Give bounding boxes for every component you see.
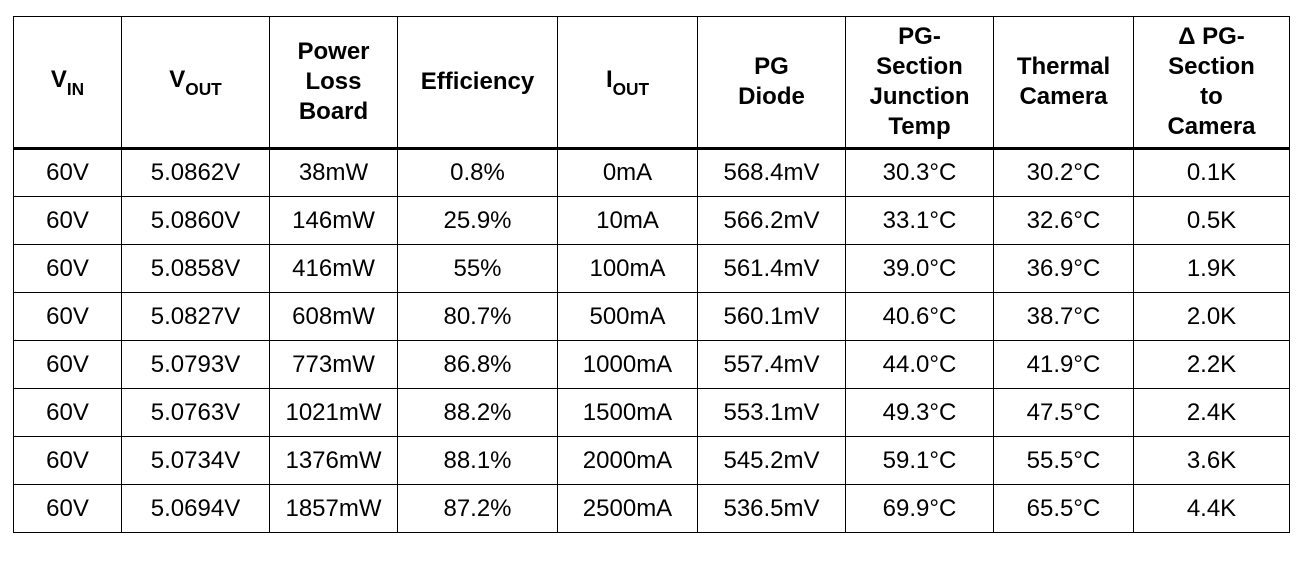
table-cell: 416mW bbox=[270, 245, 398, 293]
table-cell: 38mW bbox=[270, 149, 398, 197]
table-cell: 1376mW bbox=[270, 437, 398, 485]
table-cell: 5.0862V bbox=[122, 149, 270, 197]
table-cell: 5.0827V bbox=[122, 293, 270, 341]
table-cell: 59.1°C bbox=[846, 437, 994, 485]
table-row: 60V5.0827V608mW80.7%500mA560.1mV40.6°C38… bbox=[14, 293, 1290, 341]
table-cell: 2500mA bbox=[558, 485, 698, 533]
table-cell: 5.0793V bbox=[122, 341, 270, 389]
column-header-vout: VOUT bbox=[122, 17, 270, 149]
table-cell: 60V bbox=[14, 437, 122, 485]
table-cell: 47.5°C bbox=[994, 389, 1134, 437]
table-cell: 773mW bbox=[270, 341, 398, 389]
table-body: 60V5.0862V38mW0.8%0mA568.4mV30.3°C30.2°C… bbox=[14, 149, 1290, 533]
table-row: 60V5.0694V1857mW87.2%2500mA536.5mV69.9°C… bbox=[14, 485, 1290, 533]
table-cell: 60V bbox=[14, 389, 122, 437]
column-header-pgdiode: PGDiode bbox=[698, 17, 846, 149]
table-cell: 65.5°C bbox=[994, 485, 1134, 533]
table-cell: 146mW bbox=[270, 197, 398, 245]
data-table: VINVOUTPowerLossBoardEfficiencyIOUTPGDio… bbox=[13, 16, 1290, 533]
table-cell: 560.1mV bbox=[698, 293, 846, 341]
table-cell: 36.9°C bbox=[994, 245, 1134, 293]
table-cell: 500mA bbox=[558, 293, 698, 341]
table-header: VINVOUTPowerLossBoardEfficiencyIOUTPGDio… bbox=[14, 17, 1290, 149]
table-cell: 39.0°C bbox=[846, 245, 994, 293]
table-row: 60V5.0862V38mW0.8%0mA568.4mV30.3°C30.2°C… bbox=[14, 149, 1290, 197]
table-cell: 80.7% bbox=[398, 293, 558, 341]
column-header-thermal: ThermalCamera bbox=[994, 17, 1134, 149]
table-cell: 5.0734V bbox=[122, 437, 270, 485]
table-row: 60V5.0793V773mW86.8%1000mA557.4mV44.0°C4… bbox=[14, 341, 1290, 389]
table-cell: 60V bbox=[14, 293, 122, 341]
table-cell: 60V bbox=[14, 245, 122, 293]
table-cell: 100mA bbox=[558, 245, 698, 293]
table-cell: 2.0K bbox=[1134, 293, 1290, 341]
table-cell: 1000mA bbox=[558, 341, 698, 389]
table-cell: 60V bbox=[14, 341, 122, 389]
table-cell: 2.2K bbox=[1134, 341, 1290, 389]
table-row: 60V5.0763V1021mW88.2%1500mA553.1mV49.3°C… bbox=[14, 389, 1290, 437]
table-cell: 608mW bbox=[270, 293, 398, 341]
table-cell: 30.3°C bbox=[846, 149, 994, 197]
table-cell: 44.0°C bbox=[846, 341, 994, 389]
table-cell: 1857mW bbox=[270, 485, 398, 533]
table-cell: 0.1K bbox=[1134, 149, 1290, 197]
column-header-iout: IOUT bbox=[558, 17, 698, 149]
column-header-delta: Δ PG-SectiontoCamera bbox=[1134, 17, 1290, 149]
table-cell: 55% bbox=[398, 245, 558, 293]
table-cell: 55.5°C bbox=[994, 437, 1134, 485]
table-cell: 0mA bbox=[558, 149, 698, 197]
table-cell: 5.0763V bbox=[122, 389, 270, 437]
table-cell: 32.6°C bbox=[994, 197, 1134, 245]
table-cell: 40.6°C bbox=[846, 293, 994, 341]
table-cell: 568.4mV bbox=[698, 149, 846, 197]
table-cell: 1021mW bbox=[270, 389, 398, 437]
table-row: 60V5.0858V416mW55%100mA561.4mV39.0°C36.9… bbox=[14, 245, 1290, 293]
table-cell: 60V bbox=[14, 485, 122, 533]
column-header-pgtemp: PG-SectionJunctionTemp bbox=[846, 17, 994, 149]
table-cell: 553.1mV bbox=[698, 389, 846, 437]
table-cell: 557.4mV bbox=[698, 341, 846, 389]
table-cell: 86.8% bbox=[398, 341, 558, 389]
table-cell: 33.1°C bbox=[846, 197, 994, 245]
table-cell: 49.3°C bbox=[846, 389, 994, 437]
table-cell: 0.5K bbox=[1134, 197, 1290, 245]
table-cell: 0.8% bbox=[398, 149, 558, 197]
table-cell: 1500mA bbox=[558, 389, 698, 437]
table-cell: 4.4K bbox=[1134, 485, 1290, 533]
table-cell: 88.1% bbox=[398, 437, 558, 485]
table-cell: 536.5mV bbox=[698, 485, 846, 533]
table-cell: 38.7°C bbox=[994, 293, 1134, 341]
table-cell: 41.9°C bbox=[994, 341, 1134, 389]
table-cell: 69.9°C bbox=[846, 485, 994, 533]
table-cell: 88.2% bbox=[398, 389, 558, 437]
table-cell: 87.2% bbox=[398, 485, 558, 533]
table-row: 60V5.0734V1376mW88.1%2000mA545.2mV59.1°C… bbox=[14, 437, 1290, 485]
column-header-vin: VIN bbox=[14, 17, 122, 149]
table-cell: 25.9% bbox=[398, 197, 558, 245]
table-cell: 5.0860V bbox=[122, 197, 270, 245]
table-cell: 60V bbox=[14, 149, 122, 197]
table-cell: 566.2mV bbox=[698, 197, 846, 245]
table-cell: 3.6K bbox=[1134, 437, 1290, 485]
table-row: 60V5.0860V146mW25.9%10mA566.2mV33.1°C32.… bbox=[14, 197, 1290, 245]
table-cell: 10mA bbox=[558, 197, 698, 245]
table-cell: 5.0694V bbox=[122, 485, 270, 533]
table-cell: 545.2mV bbox=[698, 437, 846, 485]
table-cell: 2000mA bbox=[558, 437, 698, 485]
table-cell: 60V bbox=[14, 197, 122, 245]
table-cell: 5.0858V bbox=[122, 245, 270, 293]
table-cell: 30.2°C bbox=[994, 149, 1134, 197]
table-cell: 2.4K bbox=[1134, 389, 1290, 437]
table-cell: 1.9K bbox=[1134, 245, 1290, 293]
table-header-row: VINVOUTPowerLossBoardEfficiencyIOUTPGDio… bbox=[14, 17, 1290, 149]
column-header-ploss: PowerLossBoard bbox=[270, 17, 398, 149]
column-header-eff: Efficiency bbox=[398, 17, 558, 149]
table-cell: 561.4mV bbox=[698, 245, 846, 293]
